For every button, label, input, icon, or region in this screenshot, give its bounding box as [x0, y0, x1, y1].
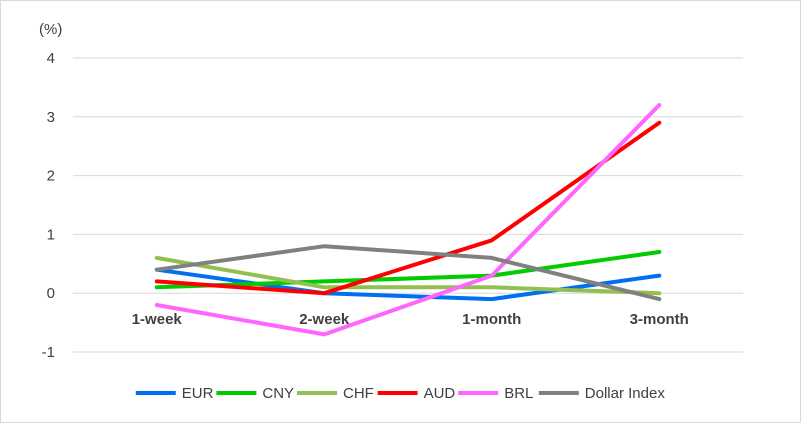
y-tick-label: 3: [47, 109, 55, 126]
y-tick-label: 0: [47, 285, 55, 302]
legend-entry-label: CNY: [262, 385, 294, 402]
series-line-cny: [154, 250, 662, 290]
series-line-brl: [154, 103, 662, 337]
category-label: 2-week: [299, 311, 350, 328]
y-tick-label: -1: [42, 344, 55, 361]
y-tick-label: 1: [47, 226, 55, 243]
category-label: 1-week: [132, 311, 183, 328]
y-tick-label: 4: [47, 50, 55, 67]
category-label: 1-month: [462, 311, 521, 328]
y-axis-unit-label: (%): [39, 21, 62, 38]
gridlines: [73, 57, 743, 353]
y-tick-labels: -1 0 1 2 3 4: [42, 50, 55, 361]
legend-entry-label: Dollar Index: [585, 385, 666, 402]
series-line-aud: [154, 120, 662, 296]
legend-entry-label: AUD: [424, 385, 456, 402]
legend: EUR CNY CHF AUD BRL Dollar Index: [135, 385, 666, 402]
category-label: 3-month: [630, 311, 689, 328]
y-tick-label: 2: [47, 168, 55, 185]
legend-entry-label: BRL: [504, 385, 533, 402]
series-line-dollar-index: [154, 244, 662, 302]
series-line-eur: [154, 267, 662, 302]
series-line-chf: [154, 255, 662, 296]
category-labels: 1-week 2-week 1-month 3-month: [132, 311, 689, 328]
legend-entry-label: EUR: [182, 385, 214, 402]
legend-entry-label: CHF: [343, 385, 374, 402]
series-lines: [154, 103, 662, 337]
